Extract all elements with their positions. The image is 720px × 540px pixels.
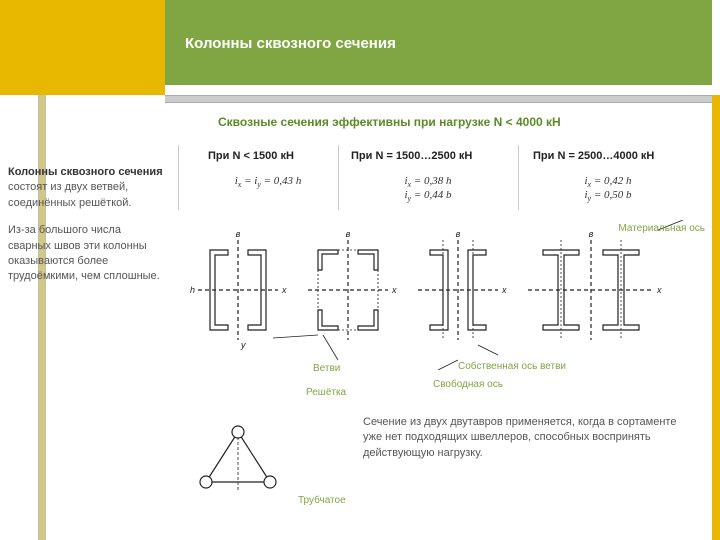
svg-text:x: x bbox=[656, 285, 662, 295]
column-headers: При N < 1500 кН При N = 1500…2500 кН При… bbox=[188, 150, 705, 170]
col-header-2: При N = 1500…2500 кН bbox=[351, 150, 472, 162]
svg-text:y: y bbox=[240, 340, 246, 350]
label-material-axis: Материальная ось bbox=[618, 223, 705, 234]
main-content: Сквозные сечения эффективны при нагрузке… bbox=[8, 115, 705, 535]
label-own-axis: Собственная ось ветви bbox=[458, 361, 566, 372]
bottom-note: Сечение из двух двутавров применяется, к… bbox=[363, 415, 683, 461]
col-header-3: При N = 2500…4000 кН bbox=[533, 150, 654, 162]
label-lattice: Решётка bbox=[306, 387, 346, 398]
svg-text:x: x bbox=[501, 285, 507, 295]
svg-text:h: h bbox=[190, 285, 195, 295]
right-accent-rail bbox=[712, 95, 720, 540]
svg-text:в: в bbox=[236, 229, 241, 239]
sidebar-bold: Колонны сквозного сечения bbox=[8, 166, 163, 178]
col-sep bbox=[178, 145, 179, 210]
sidebar-p2: Из-за большого числа сварных швов эти ко… bbox=[8, 223, 163, 285]
subheader-divider bbox=[165, 95, 712, 103]
page-title: Колонны сквозного сечения bbox=[185, 35, 396, 52]
sections-svg: в x y h в x bbox=[188, 220, 698, 370]
header-accent-left bbox=[0, 0, 165, 95]
subtitle: Сквозные сечения эффективны при нагрузке… bbox=[218, 115, 561, 129]
svg-text:в: в bbox=[456, 229, 461, 239]
triangle-section-diagram bbox=[188, 420, 288, 500]
formula-col3: ix = 0,42 hiy = 0,50 b bbox=[543, 175, 673, 203]
svg-text:x: x bbox=[391, 285, 397, 295]
formula-col2: ix = 0,38 hiy = 0,44 b bbox=[363, 175, 493, 203]
sidebar-p1: состоят из двух ветвей, соединённых решё… bbox=[8, 181, 131, 208]
col-header-1: При N < 1500 кН bbox=[208, 150, 294, 162]
svg-text:в: в bbox=[346, 229, 351, 239]
svg-text:в: в bbox=[589, 229, 594, 239]
svg-text:x: x bbox=[281, 285, 287, 295]
cross-section-diagrams: в x y h в x bbox=[188, 220, 698, 350]
formula-col1: ix = iy = 0,43 h bbox=[198, 175, 338, 189]
label-free-axis: Свободная ось bbox=[433, 379, 503, 390]
label-tubular: Трубчатое bbox=[298, 495, 346, 506]
sidebar-description: Колонны сквозного сечения состоят из дву… bbox=[8, 165, 163, 297]
label-branches: Ветви bbox=[313, 363, 340, 374]
